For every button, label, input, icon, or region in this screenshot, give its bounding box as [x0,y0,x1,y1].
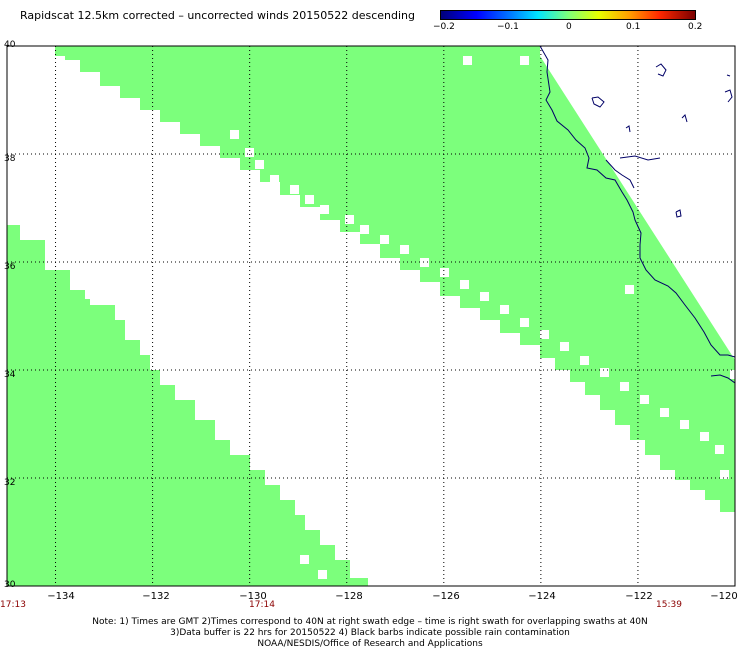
lon-label-132: −132 [142,591,170,602]
swath-time-right: 15:39 [656,600,682,610]
data-gap-cell [620,382,629,391]
data-gap-cell [640,395,649,404]
lower-swath [7,225,368,586]
data-gap-cell [400,245,409,254]
data-gap-cell [520,56,529,65]
data-gap-cell [305,195,314,204]
lat-label-30: 30 [4,580,16,590]
pyramid-lake [724,89,733,103]
data-gap-cell [540,330,549,339]
data-gap-cell [360,225,369,234]
data-gap-cell [200,405,209,414]
small-lake-d [726,74,731,77]
data-gap-cell [680,420,689,429]
data-gap-cell [480,292,489,301]
colorbar-label-max: 0.2 [688,22,703,32]
lat-label-32: 32 [4,478,16,488]
swath-time-left: 17:13 [0,600,26,610]
map-panel [6,45,739,587]
wind-swath-layer [7,46,739,586]
data-gap-cell [580,356,589,365]
small-lake-b [675,209,682,218]
lon-label-124: −124 [528,591,556,602]
swath-time-middle: 17:14 [249,600,275,610]
data-gap-cell [85,290,94,299]
data-gap-cell [270,175,279,184]
mono-lake [655,63,667,77]
data-gap-cell [520,318,529,327]
colorbar-label-zero: 0 [566,22,572,32]
lon-label-134: −134 [47,591,75,602]
data-gap-cell [715,445,724,454]
data-gap-cell [420,258,429,267]
lat-label-38: 38 [4,154,16,164]
data-gap-cell [500,305,509,314]
lat-label-36: 36 [4,262,16,272]
small-lake-c [625,125,631,133]
data-gap-cell [575,412,584,421]
lon-label-128: −128 [335,591,363,602]
california-coastline [539,45,736,358]
delta-inlet [619,155,661,161]
data-gap-cell [230,130,239,139]
colorbar-label-neg: −0.1 [497,22,519,32]
data-gap-cell [660,408,669,417]
data-gap-cell [300,555,309,564]
data-gap-cell [290,185,299,194]
lon-label-130: −130 [239,591,267,602]
map-frame [6,45,736,587]
data-gap-cell [255,160,264,169]
coastline [539,45,736,384]
colorbar-label-min: −0.2 [433,22,455,32]
data-gap-cell [555,400,564,409]
data-gap-cell [600,368,609,377]
bay-inlet [605,159,635,189]
colorbar [440,10,696,20]
footnote-line-3: NOAA/NESDIS/Office of Research and Appli… [257,639,483,649]
data-gap-cell [318,570,327,579]
data-gap-cell [460,280,469,289]
lon-label-122: −122 [625,591,653,602]
data-gap-cell [463,56,472,65]
lon-label-120: −120 [710,591,738,602]
small-lake-a [681,114,688,123]
data-gap-cell [380,235,389,244]
lat-lon-grid [7,46,736,586]
salton-inlet [710,374,736,384]
data-gap-cell [625,285,634,294]
data-gap-cell [440,268,449,277]
lon-label-126: −126 [432,591,460,602]
lat-label-40: 40 [4,40,16,50]
data-gap-cell [345,215,354,224]
footnote-line-1: Note: 1) Times are GMT 2)Times correspon… [92,617,648,627]
lat-label-34: 34 [4,370,16,380]
upper-swath [55,46,735,512]
lake-tahoe [591,96,605,108]
map-title: Rapidscat 12.5km corrected – uncorrected… [20,9,416,22]
footnote-line-2: 3)Data buffer is 22 hrs for 20150522 4) … [170,628,570,638]
data-gap-cell [560,342,569,351]
data-gap-cell [320,205,329,214]
colorbar-label-pos: 0.1 [626,22,641,32]
data-gap-cell [720,470,729,479]
data-gap-cell [245,148,254,157]
data-gap-cell [700,432,709,441]
